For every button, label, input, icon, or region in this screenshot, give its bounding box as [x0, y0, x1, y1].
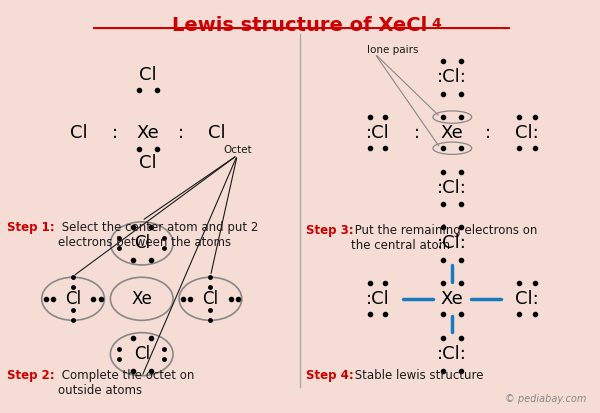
Text: Step 3:: Step 3: — [306, 224, 353, 237]
Text: Step 1:: Step 1: — [7, 221, 55, 234]
Text: Octet: Octet — [223, 145, 251, 155]
Text: Cl: Cl — [208, 123, 225, 142]
Text: :: : — [112, 123, 118, 142]
Text: Cl: Cl — [134, 235, 150, 252]
Text: :Cl: :Cl — [366, 290, 389, 308]
Text: Cl: Cl — [139, 66, 157, 84]
Text: :Cl:: :Cl: — [437, 68, 467, 86]
Text: lone pairs: lone pairs — [367, 45, 418, 55]
Text: :: : — [178, 123, 184, 142]
Text: :: : — [413, 123, 419, 142]
Text: Cl: Cl — [139, 154, 157, 172]
Text: Cl: Cl — [134, 345, 150, 363]
Text: Xe: Xe — [131, 290, 152, 308]
Text: :Cl:: :Cl: — [437, 235, 467, 252]
Text: Xe: Xe — [136, 123, 159, 142]
Text: Cl: Cl — [70, 123, 88, 142]
Text: Cl:: Cl: — [515, 290, 539, 308]
Text: Put the remaining electrons on
the central atom: Put the remaining electrons on the centr… — [351, 224, 537, 252]
Text: :Cl: :Cl — [366, 123, 389, 142]
Text: :Cl:: :Cl: — [437, 345, 467, 363]
Text: :: : — [485, 123, 491, 142]
Text: :Cl:: :Cl: — [437, 179, 467, 197]
Text: Cl: Cl — [65, 290, 81, 308]
Text: Step 4:: Step 4: — [306, 368, 354, 382]
Text: Step 2:: Step 2: — [7, 368, 55, 382]
Text: Cl: Cl — [202, 290, 218, 308]
Text: © pediabay.com: © pediabay.com — [505, 394, 587, 404]
Text: 4: 4 — [431, 17, 441, 31]
Text: Xe: Xe — [441, 123, 464, 142]
Text: Lewis structure of XeCl: Lewis structure of XeCl — [172, 16, 428, 35]
Text: Cl:: Cl: — [515, 123, 539, 142]
Text: Select the center atom and put 2
electrons between the atoms: Select the center atom and put 2 electro… — [58, 221, 259, 249]
Text: Stable lewis structure: Stable lewis structure — [351, 368, 483, 382]
Text: Xe: Xe — [441, 290, 464, 308]
Text: Complete the octet on
outside atoms: Complete the octet on outside atoms — [58, 368, 194, 396]
